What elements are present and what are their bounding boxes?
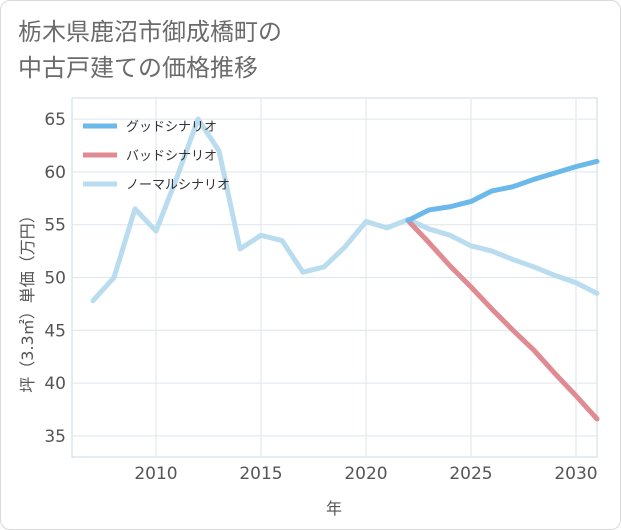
grid-lines xyxy=(72,98,597,457)
y-tick-label: 60 xyxy=(44,163,66,183)
y-tick-label: 55 xyxy=(44,216,66,236)
y-tick-label: 50 xyxy=(44,269,66,289)
tick-labels: 2010 2015 2020 2025 2030 35 40 45 50 55 60 65 xyxy=(44,110,597,484)
series-line-2 xyxy=(90,116,600,304)
series-line-0 xyxy=(405,158,600,223)
y-tick-label: 65 xyxy=(44,110,66,130)
legend-label: グッドシナリオ xyxy=(126,120,217,135)
x-tick-label: 2020 xyxy=(344,464,387,484)
chart-title-line-1: 栃木県鹿沼市御成橋町の xyxy=(18,18,282,46)
y-tick-label: 35 xyxy=(44,427,66,447)
series-lines xyxy=(90,116,600,422)
chart-title: 栃木県鹿沼市御成橋町の 中古戸建ての価格推移 xyxy=(18,14,282,86)
series-line-1 xyxy=(405,217,600,422)
legend-label: バッドシナリオ xyxy=(126,149,217,164)
y-axis-label: 坪（3.3㎡）単価（万円） xyxy=(18,207,37,392)
x-tick-label: 2015 xyxy=(239,464,282,484)
x-tick-label: 2010 xyxy=(134,464,177,484)
x-tick-label: 2030 xyxy=(554,464,597,484)
y-tick-label: 45 xyxy=(44,321,66,341)
x-axis-label: 年 xyxy=(326,499,342,518)
y-tick-label: 40 xyxy=(44,374,66,394)
chart-title-line-2: 中古戸建ての価格推移 xyxy=(18,54,258,82)
x-tick-label: 2025 xyxy=(449,464,492,484)
legend-label: ノーマルシナリオ xyxy=(126,178,230,193)
